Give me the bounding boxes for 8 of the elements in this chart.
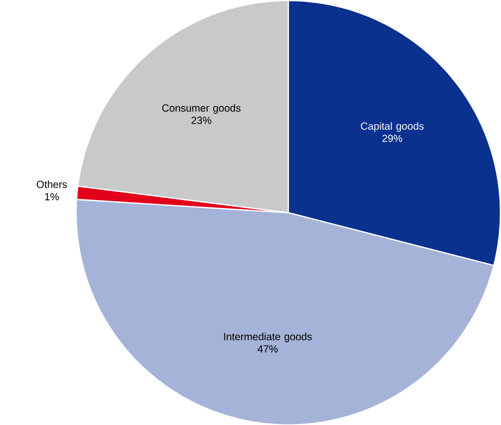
slice-label: Intermediate goods (224, 332, 312, 342)
data-label: 1% (45, 192, 59, 200)
slice-label: Capital goods (360, 122, 424, 132)
data-label: 29% (382, 134, 402, 142)
data-label: 47% (258, 345, 278, 352)
slice-label: Consumer goods (162, 104, 241, 114)
data-label: 23% (192, 116, 212, 124)
slice-label: Others (36, 180, 67, 188)
